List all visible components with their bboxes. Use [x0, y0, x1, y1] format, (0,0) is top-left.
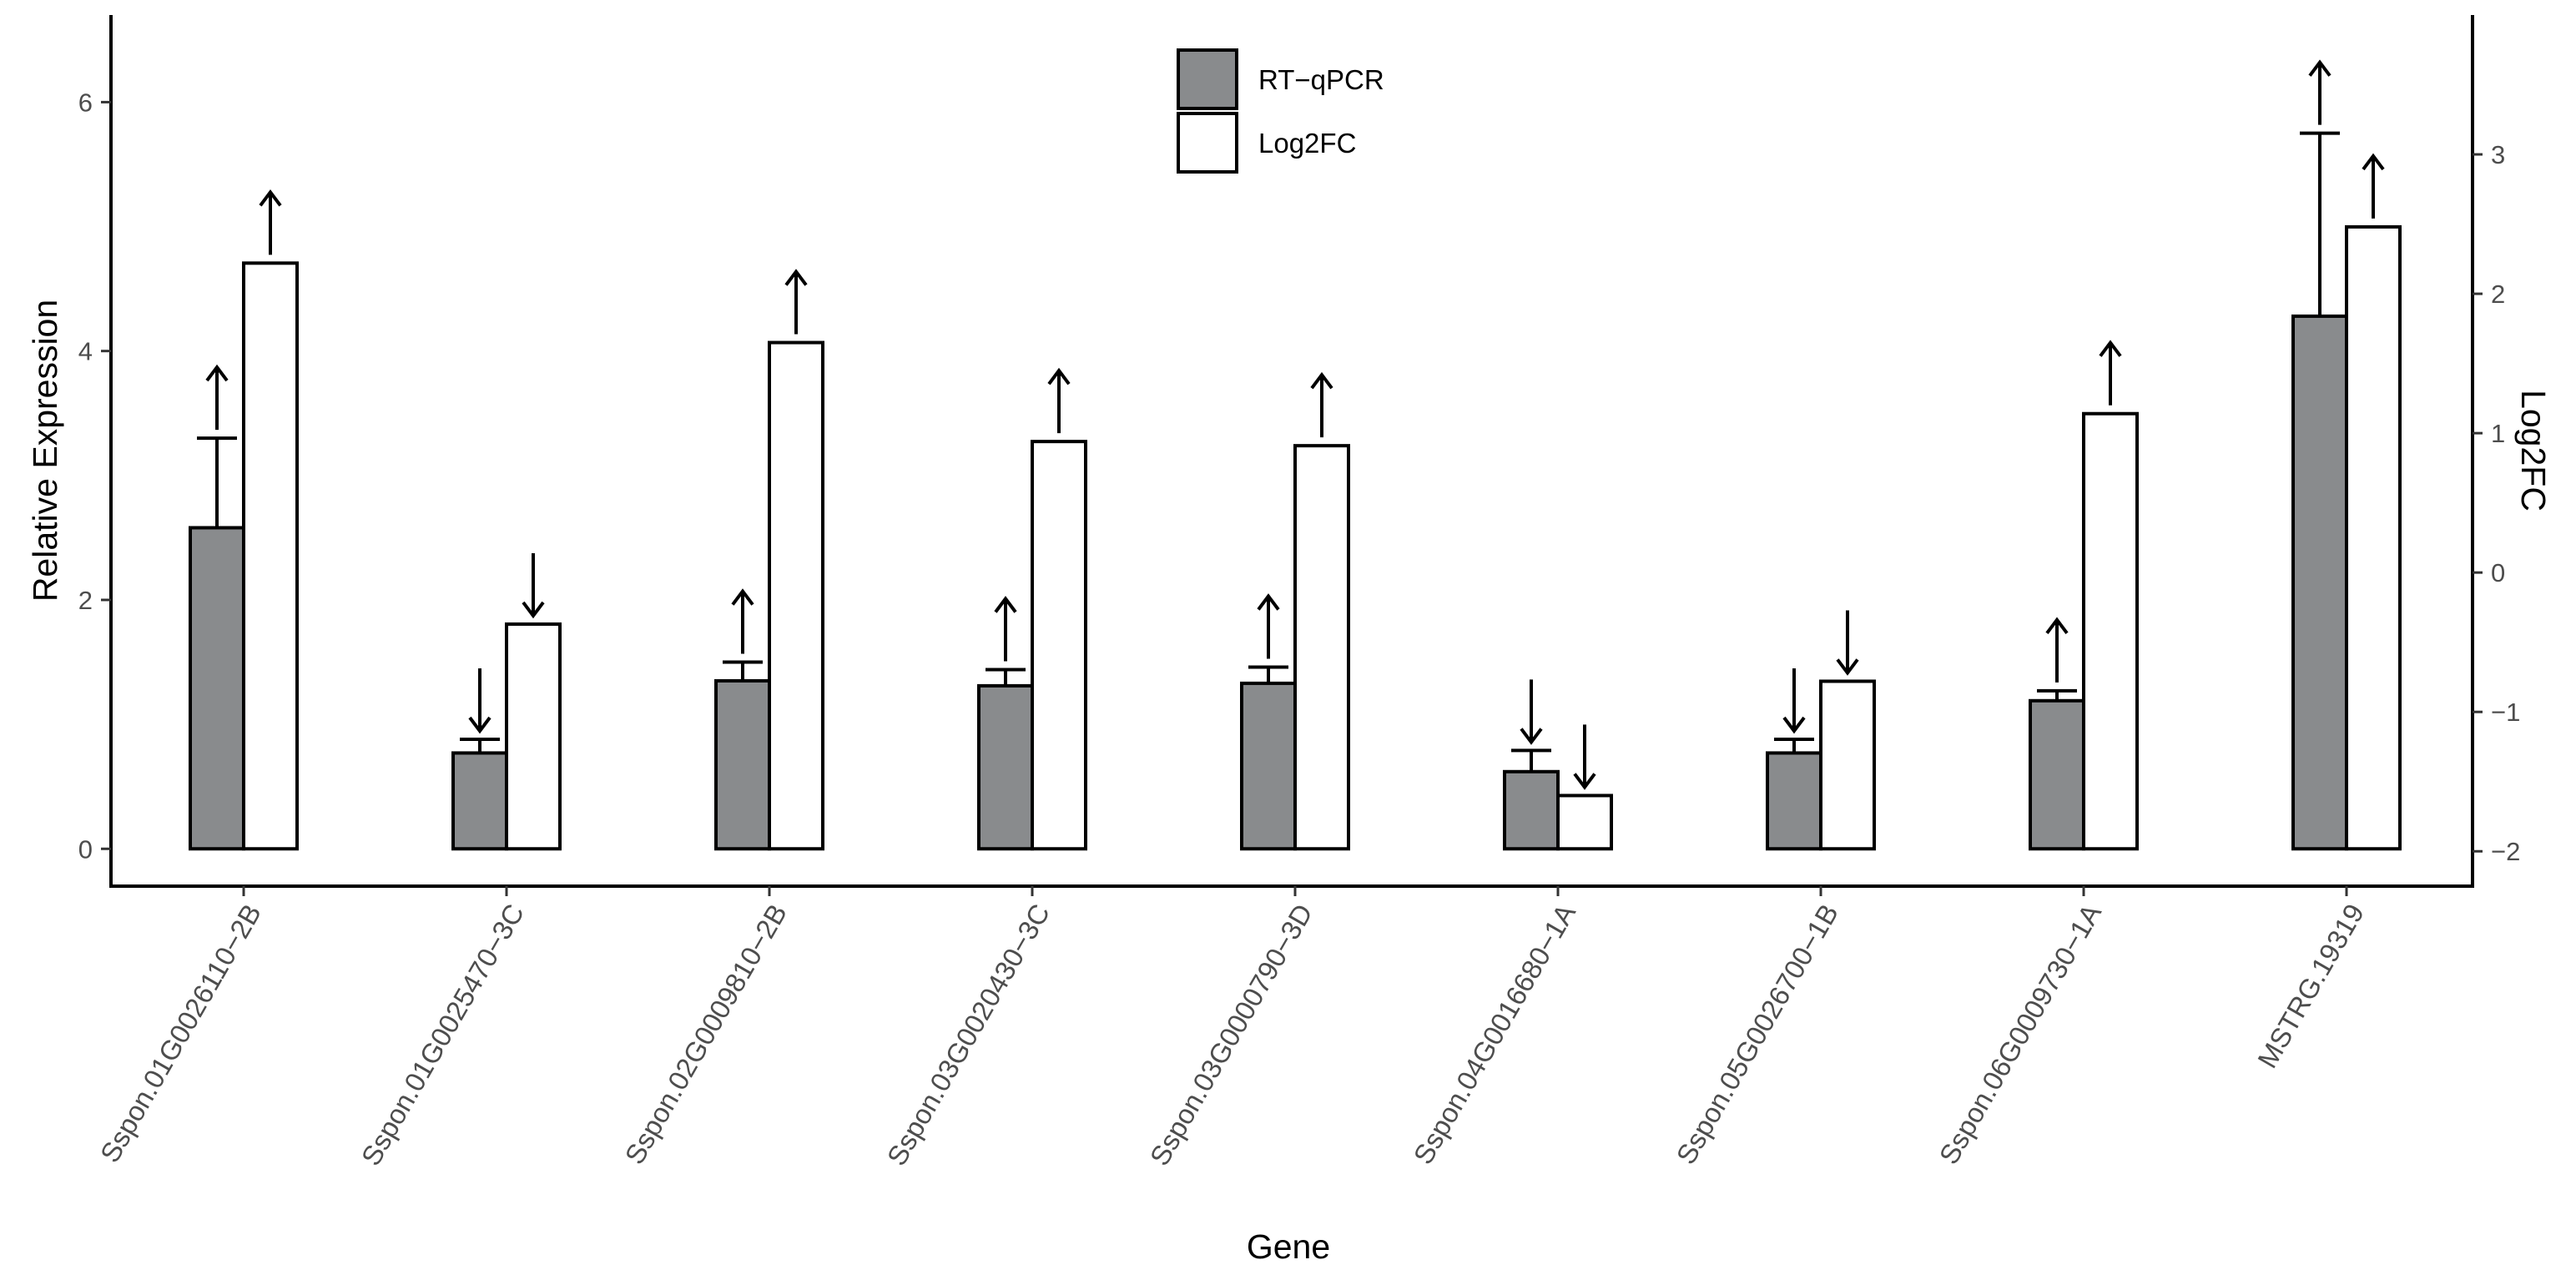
bar-log2fc	[1556, 794, 1613, 851]
x-axis-title: Gene	[1247, 1227, 1330, 1266]
arrow-log2fc-head	[259, 189, 282, 207]
bar-log2fc	[2082, 411, 2139, 851]
x-tick-label: Sspon.05G0026700−1B	[1670, 899, 1844, 1169]
arrow-rtqpcr-head	[1257, 593, 1280, 611]
x-tick-label: Sspon.04G0016680−1A	[1407, 899, 1581, 1169]
x-tick-label: Sspon.03G0000790−3D	[1143, 899, 1318, 1171]
bar-log2fc	[2345, 224, 2402, 851]
y-tick-label-right: −2	[2491, 837, 2520, 866]
arrow-log2fc-head	[1573, 773, 1596, 790]
x-tick-label: Sspon.03G0020430−3C	[880, 899, 1056, 1171]
legend-label-log2fc: Log2FC	[1258, 128, 1356, 159]
arrow-rtqpcr-head	[468, 716, 492, 734]
arrow-log2fc-head	[784, 269, 808, 286]
arrow-log2fc-head	[1047, 367, 1071, 386]
y-tick-label-left: 2	[78, 586, 93, 615]
bar-rtqpcr	[189, 526, 245, 851]
y-tick-label-right: 3	[2491, 140, 2505, 169]
y-tick-label-left: 6	[78, 88, 93, 117]
y-tick-label-right: 0	[2491, 558, 2505, 587]
bar-log2fc	[1293, 444, 1350, 851]
x-tick-label: Sspon.02G0009810−2B	[618, 899, 793, 1169]
bar-rtqpcr	[1240, 681, 1297, 851]
bar-log2fc	[505, 622, 562, 851]
bar-log2fc	[1031, 440, 1087, 851]
arrow-rtqpcr-head	[1782, 716, 1806, 734]
y-axis-title: Relative Expression	[26, 300, 64, 602]
x-tick-label: Sspon.06G0009730−1A	[1933, 899, 2107, 1169]
bar-rtqpcr	[2029, 698, 2085, 851]
arrow-rtqpcr-head	[2308, 59, 2332, 77]
arrow-log2fc-head	[2362, 153, 2385, 171]
bar-rtqpcr	[1766, 751, 1822, 851]
bar-log2fc	[1819, 679, 1876, 851]
y-tick-label-right: 1	[2491, 419, 2505, 448]
x-tick-label: Sspon.01G0025470−3C	[355, 899, 530, 1171]
y-tick-label-right: 2	[2491, 280, 2505, 309]
arrow-rtqpcr-head	[994, 596, 1017, 613]
y-tick-label-left: 4	[78, 337, 93, 366]
arrow-rtqpcr-head	[205, 364, 229, 382]
bar-log2fc	[242, 261, 299, 851]
x-tick-label: Sspon.01G0026110−2B	[94, 899, 267, 1167]
bar-rtqpcr	[451, 751, 508, 851]
arrow-rtqpcr-head	[731, 588, 754, 606]
x-tick-label: MSTRG.19319	[2251, 899, 2370, 1073]
bar-log2fc	[768, 340, 824, 851]
y2-axis-title: Log2FC	[2514, 390, 2553, 511]
legend-swatch-rtqpcr	[1177, 48, 1238, 110]
arrow-log2fc-head	[1310, 371, 1333, 390]
y-tick-label-left: 0	[78, 834, 93, 864]
bar-rtqpcr	[714, 678, 771, 851]
y-tick-label-right: −1	[2491, 698, 2520, 727]
bar-rtqpcr	[2291, 314, 2348, 851]
legend-label-rtqpcr: RT−qPCR	[1258, 64, 1384, 95]
arrow-rtqpcr-head	[1520, 728, 1543, 745]
legend-swatch-log2fc	[1177, 112, 1238, 174]
arrow-log2fc-head	[1836, 658, 1859, 676]
bar-rtqpcr	[977, 683, 1034, 851]
arrow-log2fc-head	[2099, 340, 2122, 357]
arrow-rtqpcr-head	[2045, 617, 2069, 635]
arrow-log2fc-head	[522, 601, 545, 619]
bar-rtqpcr	[1503, 769, 1560, 851]
